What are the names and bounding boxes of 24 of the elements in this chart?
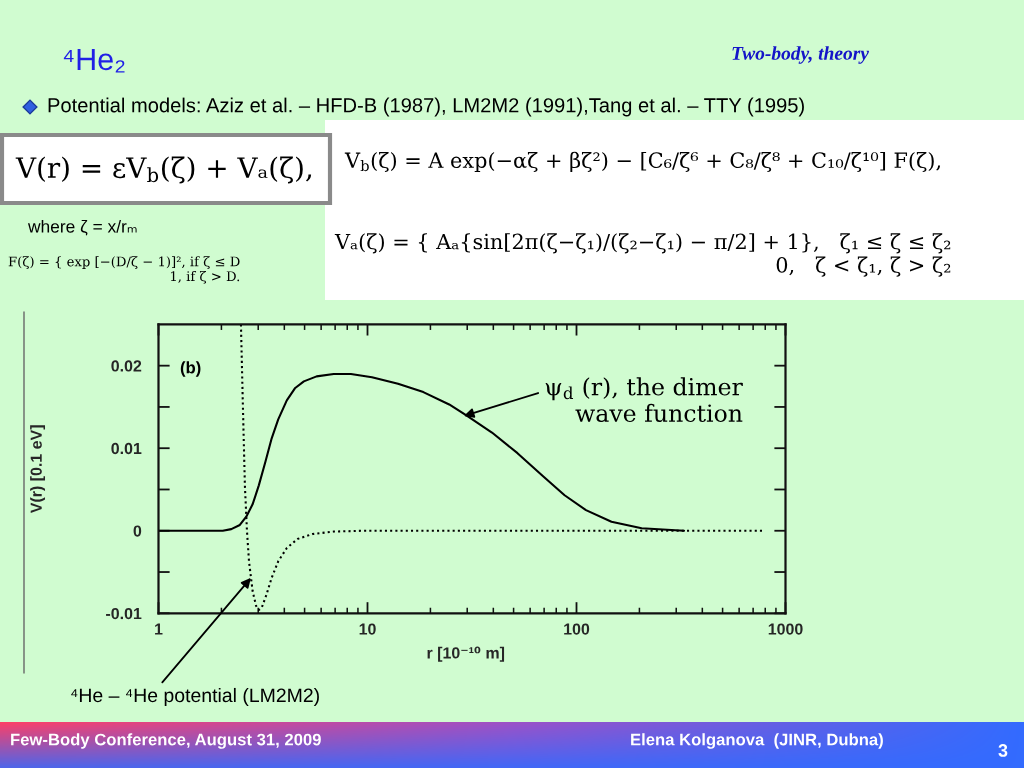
x-tick-label: 1: [155, 623, 163, 635]
text: Elena Kolganova (JINR, Dubna): [631, 733, 883, 749]
x-tick-label: 100: [564, 623, 590, 635]
x-tick-label: 1000: [768, 623, 803, 635]
text: Few-Body Conference, August 31, 2009: [11, 733, 321, 749]
annotation: ψ$_{d}$ (r), the dimer wave function: [545, 377, 743, 423]
text: V$_{b}$(ζ) = A exp(−αζ + βζ²) − [C₆/ζ⁶ + C₈/ζ⁸ + C₁₀/ζ¹⁰] F(ζ),: [344, 151, 941, 173]
text: 3: [998, 744, 1008, 757]
y-axis-title: V(r) [0.1 eV]: [30, 425, 46, 514]
text: F(ζ) = { exp [−(D/ζ − 1)]², if ζ ≤ D 1, if ζ > D.: [8, 256, 240, 284]
y-tick-label: 0: [133, 525, 142, 537]
text: Vₐ(ζ) = { Aₐ{sin[2π(ζ−ζ₁)/(ζ₂−ζ₁) − π/2] + 1}, ζ₁ ≤ ζ ≤ ζ₂ 0, ζ < ζ₁, ζ > ζ₂: [334, 233, 951, 277]
y-tick-label: 0.02: [111, 360, 142, 372]
text: V(r) = εV$_{b}$(ζ) + Vₐ(ζ),: [15, 156, 312, 184]
y-tick-label: 0.01: [111, 442, 142, 455]
y-tick-label: -0.01: [106, 607, 142, 620]
annotation: (b): [180, 361, 201, 377]
x-axis-title: r [10⁻¹⁰ m]: [427, 646, 505, 662]
text: where ζ = x/rₘ: [27, 219, 137, 236]
x-tick-label: 10: [359, 623, 376, 635]
annotation: ⁴He – ⁴He potential (LM2M2): [71, 687, 319, 707]
chart-subtitle: Two-body, theory: [732, 46, 869, 64]
text: Potential models: Aziz et al. – HFD-B (1987), LM2M2 (1991),Tang et al. – TTY (1995): [48, 97, 804, 117]
chart-title: ⁴He₂: [63, 48, 125, 73]
